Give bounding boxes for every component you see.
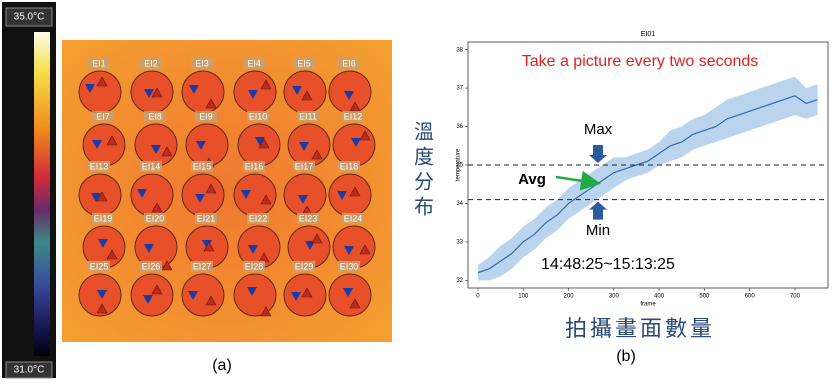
y-tick-label: 32: [456, 278, 463, 284]
x-tick-label: 600: [745, 294, 756, 300]
well: [182, 71, 224, 113]
side-label-y: 分: [414, 170, 434, 193]
side-label-y: 度: [414, 145, 434, 168]
side-label-y: 溫: [414, 120, 434, 143]
well: [288, 124, 330, 166]
max-arrow: [589, 145, 607, 163]
colorbar-max: 35.0°C: [14, 12, 45, 23]
y-tick-label: 35: [456, 163, 463, 169]
well-label: EI8: [148, 111, 162, 121]
well: [234, 174, 276, 216]
well-label: EI28: [245, 261, 264, 271]
caption: (b): [616, 348, 636, 365]
side-label-y: 布: [414, 195, 434, 218]
well-label: EI6: [342, 58, 356, 68]
well-label: EI25: [90, 261, 109, 271]
chart-title: EI01: [641, 31, 656, 38]
well: [329, 174, 371, 216]
well-label: EI16: [245, 161, 264, 171]
well: [83, 124, 125, 166]
well-label: EI19: [94, 213, 113, 223]
annotation-min: Min: [586, 222, 610, 239]
annotation-max: Max: [584, 121, 613, 138]
well: [186, 124, 228, 166]
well: [284, 71, 326, 113]
annotation-note: Take a picture every two seconds: [522, 53, 759, 70]
well-label: EI22: [249, 213, 268, 223]
well-label: EI4: [247, 58, 261, 68]
x-tick-label: 100: [518, 294, 529, 300]
well-label: EI30: [340, 261, 359, 271]
well-label: EI3: [195, 58, 209, 68]
x-tick-label: 200: [564, 294, 575, 300]
y-tick-label: 38: [456, 47, 463, 53]
well: [182, 274, 224, 316]
well: [79, 71, 121, 113]
annotation-avg: Avg: [518, 171, 546, 188]
well-label: EI29: [295, 261, 314, 271]
x-tick-label: 700: [790, 294, 801, 300]
well: [333, 124, 375, 166]
well-label: EI21: [197, 213, 216, 223]
well-label: EI2: [144, 58, 158, 68]
colorbar-min: 31.0°C: [14, 365, 45, 376]
figure: 35.0°C 31.0°C EI1 EI2 EI3 EI4 EI5 EI6 EI7 EI8 EI…: [0, 0, 836, 382]
y-tick-label: 34: [456, 201, 463, 207]
well-label: EI15: [193, 161, 212, 171]
x-tick-label: 300: [609, 294, 620, 300]
caption: (a): [212, 357, 232, 374]
y-tick-label: 33: [456, 239, 463, 245]
x-tick-label: 500: [699, 294, 710, 300]
well: [131, 174, 173, 216]
colorbar: [34, 32, 50, 356]
x-tick-label: 400: [654, 294, 665, 300]
min-arrow: [589, 202, 607, 220]
well-label: EI11: [299, 111, 317, 121]
x-axis-label: frame: [640, 302, 656, 308]
well-label: EI18: [340, 161, 359, 171]
annotation-time: 14:48:25~15:13:25: [541, 256, 675, 273]
well-label: EI12: [344, 111, 363, 121]
well: [329, 274, 371, 316]
well: [238, 124, 280, 166]
side-label-x: 拍攝畫面數量: [565, 316, 715, 341]
well-label: EI9: [199, 111, 213, 121]
y-tick-label: 36: [456, 124, 463, 130]
well-label: EI10: [249, 111, 268, 121]
well: [234, 274, 276, 316]
well-label: EI14: [142, 161, 161, 171]
well-label: EI24: [344, 213, 363, 223]
well-label: EI20: [146, 213, 165, 223]
well-label: EI7: [96, 111, 110, 121]
well-label: EI27: [193, 261, 212, 271]
well-label: EI1: [92, 58, 106, 68]
y-tick-label: 37: [456, 86, 463, 92]
well-label: EI13: [90, 161, 109, 171]
well-label: EI23: [299, 213, 318, 223]
x-tick-label: 0: [476, 294, 480, 300]
well-label: EI5: [297, 58, 311, 68]
well-label: EI17: [295, 161, 314, 171]
well-label: EI26: [142, 261, 161, 271]
